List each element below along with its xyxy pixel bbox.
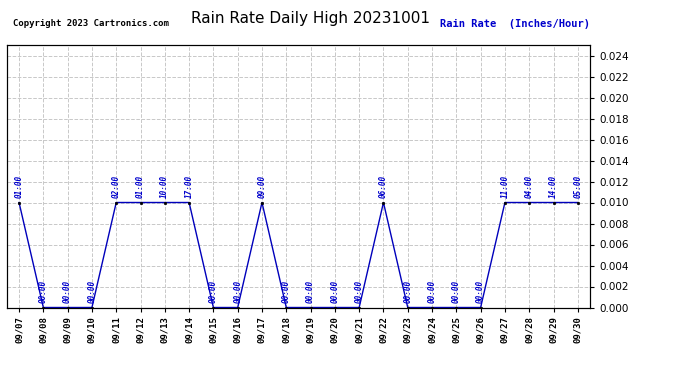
Text: 00:00: 00:00 [233,280,242,303]
Text: 00:00: 00:00 [209,280,218,303]
Text: 00:00: 00:00 [403,280,412,303]
Text: 17:00: 17:00 [185,175,194,198]
Text: 10:00: 10:00 [160,175,169,198]
Text: 00:00: 00:00 [88,280,97,303]
Text: 00:00: 00:00 [282,280,290,303]
Text: 00:00: 00:00 [476,280,485,303]
Text: 06:00: 06:00 [379,175,388,198]
Text: Rain Rate  (Inches/Hour): Rain Rate (Inches/Hour) [440,19,590,29]
Text: 00:00: 00:00 [306,280,315,303]
Text: 09:00: 09:00 [257,175,266,198]
Text: 05:00: 05:00 [573,175,582,198]
Text: 14:00: 14:00 [549,175,558,198]
Text: 00:00: 00:00 [428,280,437,303]
Text: 00:00: 00:00 [39,280,48,303]
Text: 04:00: 04:00 [524,175,534,198]
Text: 01:00: 01:00 [136,175,145,198]
Text: 01:00: 01:00 [14,175,23,198]
Text: 00:00: 00:00 [355,280,364,303]
Text: 00:00: 00:00 [452,280,461,303]
Text: Copyright 2023 Cartronics.com: Copyright 2023 Cartronics.com [12,19,168,28]
Text: Rain Rate Daily High 20231001: Rain Rate Daily High 20231001 [191,11,430,26]
Text: 00:00: 00:00 [63,280,72,303]
Text: 11:00: 11:00 [500,175,509,198]
Text: 00:00: 00:00 [331,280,339,303]
Text: 02:00: 02:00 [112,175,121,198]
